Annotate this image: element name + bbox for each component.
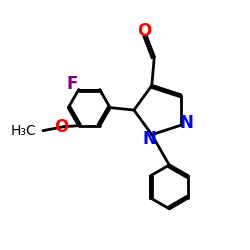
- Text: F: F: [66, 74, 78, 92]
- Text: O: O: [137, 22, 152, 40]
- Text: O: O: [54, 118, 68, 136]
- Text: H₃C: H₃C: [10, 124, 36, 138]
- Text: N: N: [180, 114, 194, 132]
- Text: N: N: [143, 130, 157, 148]
